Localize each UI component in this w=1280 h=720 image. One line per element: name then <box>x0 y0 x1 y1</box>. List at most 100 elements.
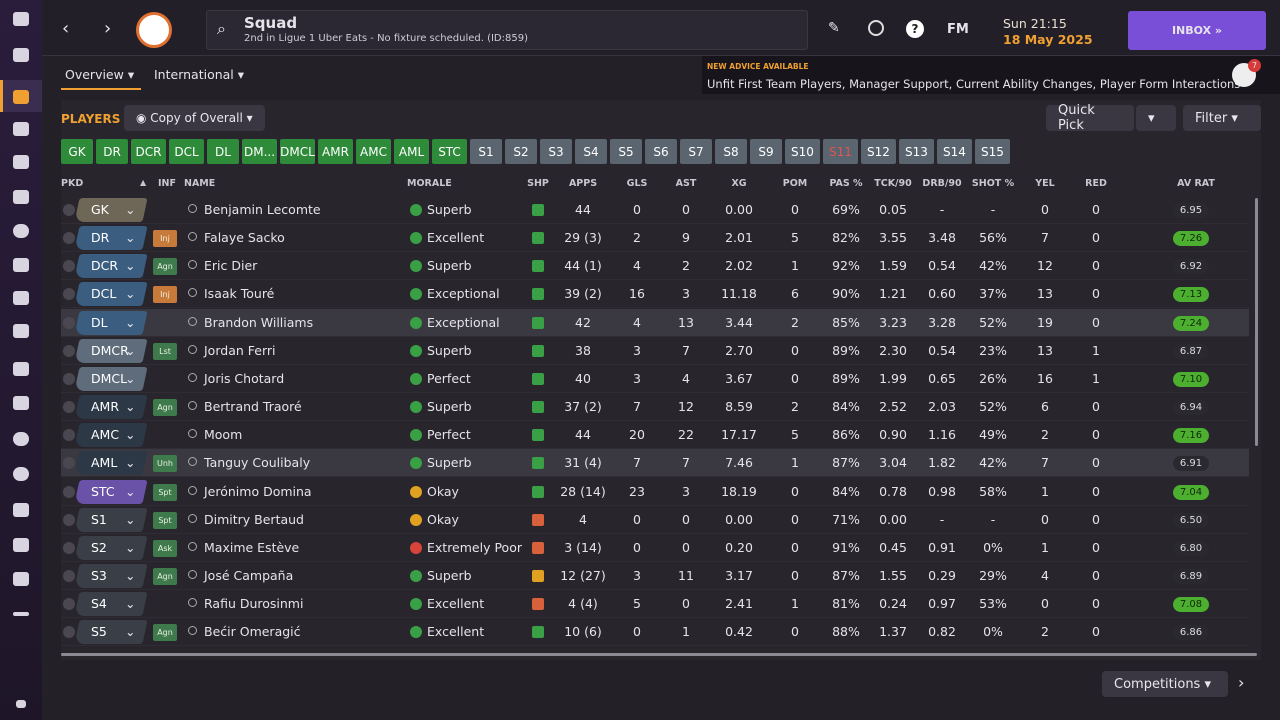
player-row[interactable]: STC ⌄ Spt Jerónimo Domina Okay 28 (14) 23 3 18.1… <box>61 478 1249 506</box>
pick-check[interactable] <box>63 401 75 414</box>
nav-icon[interactable] <box>13 122 29 136</box>
position-chip[interactable] <box>74 620 148 645</box>
position-button[interactable]: DMCL <box>280 139 315 164</box>
player-name[interactable]: Falaye Sacko <box>204 230 285 246</box>
nav-icon[interactable] <box>13 362 29 376</box>
position-chip[interactable] <box>74 535 148 560</box>
column-header[interactable]: AV RAT <box>1177 178 1215 189</box>
column-header[interactable]: PAS % <box>829 178 863 189</box>
player-row[interactable]: S5 ⌄ Agn Bećir Omeragić Excellent 10 (6) 0 1 0.4… <box>61 618 1249 647</box>
player-name[interactable]: Bećir Omeragić <box>204 624 301 640</box>
pick-check[interactable] <box>63 204 75 216</box>
position-button[interactable]: S7 <box>680 139 712 164</box>
player-name[interactable]: Joris Chotard <box>204 370 285 386</box>
position-button[interactable]: S5 <box>610 139 642 164</box>
nav-icon[interactable] <box>13 538 29 552</box>
tab[interactable]: International ▾ <box>154 67 245 82</box>
advice-panel[interactable]: NEW ADVICE AVAILABLE Unfit First Team Pl… <box>702 56 1280 94</box>
position-button[interactable]: S6 <box>645 139 677 164</box>
position-button[interactable]: S13 <box>899 139 934 164</box>
pick-check[interactable] <box>63 288 75 301</box>
column-header[interactable]: POM <box>782 178 808 189</box>
nav-icon[interactable] <box>16 700 26 708</box>
pick-check[interactable] <box>63 513 75 526</box>
inbox-button[interactable]: INBOX » <box>1128 11 1266 50</box>
filter[interactable]: Filter ▾ <box>1183 105 1261 131</box>
nav-icon[interactable] <box>13 90 29 104</box>
column-header[interactable]: TCK/90 <box>874 178 912 189</box>
column-header[interactable]: YEL <box>1035 178 1055 189</box>
tab[interactable]: Overview ▾ <box>65 67 135 82</box>
position-button[interactable]: STC <box>432 139 467 164</box>
pick-check[interactable] <box>63 232 75 245</box>
position-button[interactable]: AMR <box>318 139 353 164</box>
pick-check[interactable] <box>63 485 75 498</box>
pick-check[interactable] <box>63 260 75 273</box>
nav-icon[interactable] <box>13 612 29 616</box>
player-name[interactable]: Tanguy Coulibaly <box>204 455 311 471</box>
nav-icon[interactable] <box>13 190 29 204</box>
player-row[interactable]: DL ⌄ Brandon Williams Exceptional 42 4 13 3.44 2… <box>61 308 1249 337</box>
h-scrollbar[interactable] <box>61 653 1257 656</box>
player-row[interactable]: S1 ⌄ Spt Dimitry Bertaud Okay 4 0 0 0.00 0 71% 0.00… <box>61 506 1249 534</box>
player-name[interactable]: Isaak Touré <box>204 286 275 302</box>
player-row[interactable]: DCL ⌄ Inj Isaak Touré Exceptional 39 (2) 16 3 11… <box>61 280 1249 309</box>
pick-check[interactable] <box>63 457 75 470</box>
player-row[interactable]: DMCL ⌄ Joris Chotard Perfect 40 3 4 3.67 0 89% 1.9… <box>61 365 1249 393</box>
position-button[interactable]: S2 <box>505 139 537 164</box>
search-box[interactable]: ⌕ Squad 2nd in Ligue 1 Uber Eats - No fi… <box>206 10 808 50</box>
pick-check[interactable] <box>63 429 75 442</box>
nav-icon[interactable] <box>13 503 29 517</box>
position-button[interactable]: S4 <box>575 139 607 164</box>
nav-icon[interactable] <box>13 324 29 338</box>
pick-check[interactable] <box>63 626 75 639</box>
position-button[interactable]: S8 <box>715 139 747 164</box>
column-header[interactable]: GLS <box>626 178 648 189</box>
position-button[interactable]: GK <box>61 139 93 164</box>
player-name[interactable]: José Campaña <box>204 567 294 583</box>
nav-icon[interactable] <box>13 224 29 238</box>
player-row[interactable]: AML ⌄ Unh Tanguy Coulibaly Superb 31 (4) 7 7 7.4… <box>61 449 1249 478</box>
position-button[interactable]: DCR <box>131 139 166 164</box>
nav-icon[interactable] <box>13 467 29 481</box>
position-chip[interactable] <box>74 507 148 532</box>
column-header[interactable]: SHOT % <box>971 178 1015 189</box>
column-header[interactable]: MORALE <box>407 178 452 189</box>
column-header[interactable]: SHP <box>527 178 549 189</box>
column-header[interactable]: INF <box>158 178 176 189</box>
column-header[interactable]: APPS <box>568 178 598 189</box>
feedback-icon[interactable] <box>868 20 884 36</box>
player-row[interactable]: AMC ⌄ Moom Perfect 44 20 22 17.17 5 86% 0.90 1.16 49… <box>61 421 1249 450</box>
edit-icon[interactable]: ✎ <box>828 20 840 36</box>
player-row[interactable]: S2 ⌄ Ask Maxime Estève Extremely Poor 3 (14) 0… <box>61 534 1249 562</box>
position-button[interactable]: S10 <box>785 139 820 164</box>
player-name[interactable]: Maxime Estève <box>204 539 300 555</box>
nav-icon[interactable] <box>13 155 29 169</box>
help-icon[interactable]: ? <box>906 20 924 38</box>
player-row[interactable]: S4 ⌄ Rafiu Durosinmi Excellent 4 (4) 5 0 2.41 1 8… <box>61 590 1249 619</box>
pick-check[interactable] <box>63 541 75 554</box>
position-button[interactable]: S1 <box>470 139 502 164</box>
position-chip[interactable] <box>74 226 148 251</box>
position-button[interactable]: AMC <box>356 139 391 164</box>
quick-pick-menu[interactable]: ▾ <box>1136 105 1176 131</box>
forward-button[interactable]: › <box>104 18 112 39</box>
nav-icon[interactable] <box>13 48 29 62</box>
column-header[interactable]: AST <box>675 178 697 189</box>
player-name[interactable]: Dimitry Bertaud <box>204 511 304 527</box>
next-button[interactable]: › <box>1238 673 1245 692</box>
position-button[interactable]: S15 <box>975 139 1010 164</box>
back-button[interactable]: ‹ <box>62 18 70 39</box>
quick-pick[interactable]: Quick Pick <box>1046 103 1134 133</box>
competitions-dropdown[interactable]: Competitions ▾ <box>1102 671 1228 697</box>
player-name[interactable]: Benjamin Lecomte <box>204 202 321 217</box>
nav-icon[interactable] <box>13 572 29 586</box>
position-chip[interactable] <box>74 310 148 335</box>
player-row[interactable]: AMR ⌄ Agn Bertrand Traoré Superb 37 (2) 7 12 8.5… <box>61 393 1249 422</box>
scrollbar[interactable] <box>1255 198 1258 446</box>
player-name[interactable]: Moom <box>204 427 243 443</box>
player-name[interactable]: Jordan Ferri <box>204 342 276 358</box>
position-button[interactable]: DM... <box>242 139 277 164</box>
player-name[interactable]: Brandon Williams <box>204 314 314 330</box>
nav-icon[interactable] <box>13 12 29 26</box>
